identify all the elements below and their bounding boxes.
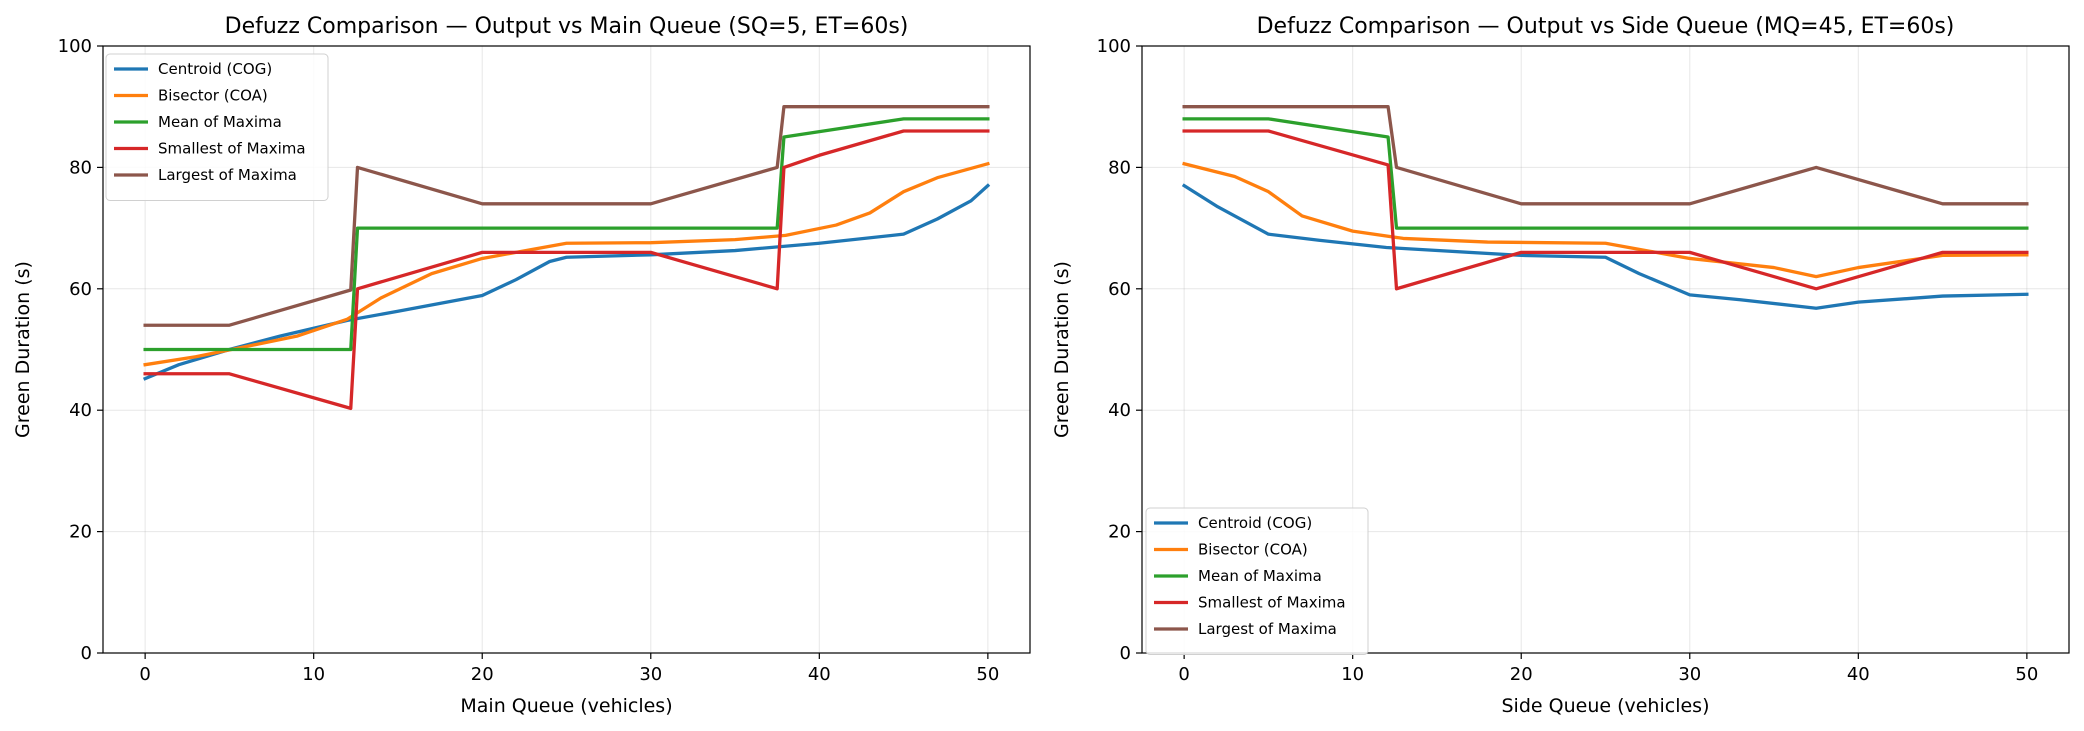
x-axis-label: Main Queue (vehicles) bbox=[460, 695, 672, 717]
series-group bbox=[142, 105, 991, 411]
legend-label-3: Mean of Maxima bbox=[158, 113, 282, 131]
series-line-1 bbox=[142, 183, 991, 381]
y-tick-label: 60 bbox=[69, 279, 92, 300]
y-tick-label: 0 bbox=[1120, 643, 1131, 664]
legend-box bbox=[105, 53, 329, 201]
legend-label-1: Centroid (COG) bbox=[1198, 514, 1312, 532]
chart-panel-1: 0 10 20 30 40 50 0 20 40 60 80 100 Defuzz Comparison… bbox=[12, 14, 1031, 717]
series-line-3 bbox=[1182, 117, 2029, 230]
x-tick-label: 40 bbox=[1847, 664, 1870, 685]
x-tick-label: 20 bbox=[1510, 664, 1533, 685]
series-line-3 bbox=[143, 117, 990, 352]
legend-label-4: Smallest of Maxima bbox=[1198, 594, 1346, 612]
chart-title: Defuzz Comparison — Output vs Side Queue… bbox=[1257, 14, 1955, 39]
legend-label-1: Centroid (COG) bbox=[158, 60, 272, 78]
plot-frame bbox=[1141, 45, 2070, 654]
series-line-2 bbox=[1182, 161, 2029, 279]
plot-frame bbox=[102, 45, 1031, 654]
x-tick-label: 30 bbox=[639, 664, 662, 685]
x-tick-label: 30 bbox=[1678, 664, 1701, 685]
legend-label-5: Largest of Maxima bbox=[1198, 620, 1337, 638]
y-axis-label: Green Duration (s) bbox=[12, 261, 34, 438]
series-line-5 bbox=[1182, 105, 2029, 206]
legend-label-5: Largest of Maxima bbox=[158, 166, 297, 184]
y-tick-label: 100 bbox=[1097, 36, 1131, 57]
y-tick-label: 40 bbox=[69, 400, 92, 421]
y-tick-label: 80 bbox=[69, 157, 92, 178]
legend-box bbox=[1145, 507, 1369, 655]
x-tick-label: 50 bbox=[2015, 664, 2038, 685]
x-tick-label: 50 bbox=[976, 664, 999, 685]
x-tick-label: 0 bbox=[139, 664, 150, 685]
y-tick-label: 80 bbox=[1108, 157, 1131, 178]
legend: Centroid (COG) Bisector (COA) Mean of Maxi… bbox=[1145, 507, 1369, 655]
x-tick-label: 10 bbox=[302, 664, 325, 685]
legend-label-2: Bisector (COA) bbox=[1198, 541, 1308, 559]
legend: Centroid (COG) Bisector (COA) Mean of Maxi… bbox=[105, 53, 329, 201]
x-tick-label: 10 bbox=[1341, 664, 1364, 685]
series-line-2 bbox=[143, 161, 990, 367]
series-line-4 bbox=[1182, 129, 2029, 291]
legend-label-3: Mean of Maxima bbox=[1198, 567, 1322, 585]
legend-label-2: Bisector (COA) bbox=[158, 87, 268, 105]
x-tick-label: 40 bbox=[808, 664, 831, 685]
y-tick-label: 40 bbox=[1108, 400, 1131, 421]
y-tick-label: 0 bbox=[81, 643, 92, 664]
y-tick-label: 60 bbox=[1108, 279, 1131, 300]
y-axis-label: Green Duration (s) bbox=[1051, 261, 1073, 438]
x-tick-label: 20 bbox=[471, 664, 494, 685]
y-tick-label: 20 bbox=[1108, 522, 1131, 543]
series-line-4 bbox=[143, 129, 990, 411]
legend-label-4: Smallest of Maxima bbox=[158, 140, 306, 158]
y-tick-label: 100 bbox=[58, 36, 92, 57]
y-tick-label: 20 bbox=[69, 522, 92, 543]
chart-title: Defuzz Comparison — Output vs Main Queue… bbox=[225, 14, 909, 39]
x-axis-label: Side Queue (vehicles) bbox=[1502, 695, 1710, 717]
series-line-5 bbox=[143, 105, 990, 327]
series-line-1 bbox=[1181, 183, 2029, 310]
x-tick-label: 0 bbox=[1178, 664, 1189, 685]
series-group bbox=[1181, 105, 2029, 310]
chart-panel-2: 0 10 20 30 40 50 0 20 40 60 80 100 Defuzz Comparison… bbox=[1051, 14, 2070, 717]
